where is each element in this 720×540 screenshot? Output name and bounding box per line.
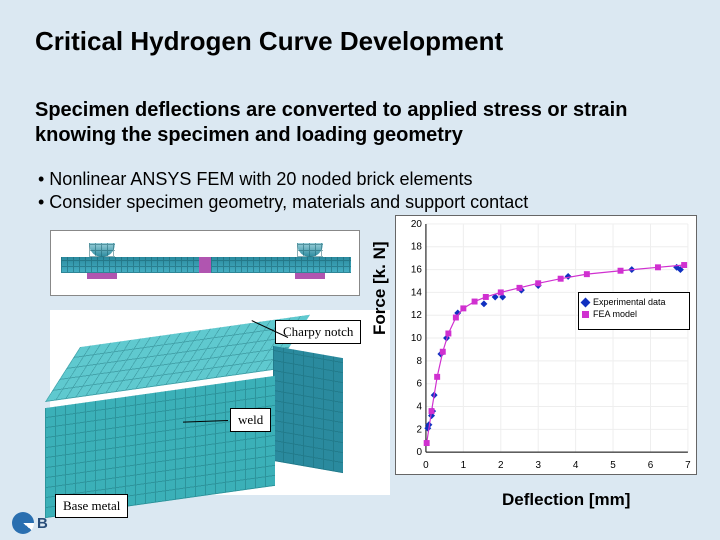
svg-text:14: 14 [411,287,423,298]
fem-figures [50,230,380,500]
square-marker-icon [582,311,589,318]
svg-text:0: 0 [423,460,429,471]
legend-label: FEA model [593,308,637,320]
svg-text:5: 5 [610,460,616,471]
chart-svg: 0123456702468101214161820 [396,216,696,474]
svg-text:0: 0 [416,447,422,458]
fem-beam-view [50,230,360,296]
legend-label: Experimental data [593,296,666,308]
slide: Critical Hydrogen Curve Development Spec… [0,0,720,540]
legend-item-fea: FEA model [582,308,686,320]
notch-icon [199,257,211,273]
svg-text:10: 10 [411,333,423,344]
bullet-1: • Nonlinear ANSYS FEM with 20 noded bric… [38,168,688,191]
label-charpy-notch: Charpy notch [275,320,361,344]
slide-title: Critical Hydrogen Curve Development [35,26,685,57]
svg-text:4: 4 [416,402,422,413]
label-base-metal: Base metal [55,494,128,518]
svg-text:16: 16 [411,265,423,276]
roller-left-icon [89,243,115,257]
chart-ylabel: Force [k. N] [370,241,390,335]
chart-legend: Experimental data FEA model [578,292,690,330]
logo-text: B [37,515,48,532]
label-weld: weld [230,408,271,432]
footer-logo: B [12,512,48,534]
svg-text:12: 12 [411,310,423,321]
svg-text:7: 7 [685,460,691,471]
slide-subtitle: Specimen deflections are converted to ap… [35,98,685,148]
svg-text:1: 1 [461,460,467,471]
support-pad-left-icon [87,273,117,279]
support-pad-right-icon [295,273,325,279]
diamond-marker-icon [581,297,591,307]
svg-text:6: 6 [416,379,422,390]
svg-text:20: 20 [411,219,423,230]
svg-text:8: 8 [416,356,422,367]
subtitle-area: Specimen deflections are converted to ap… [35,98,685,148]
mesh-right-face [273,346,343,473]
svg-text:4: 4 [573,460,579,471]
legend-item-experimental: Experimental data [582,296,686,308]
svg-text:2: 2 [416,424,422,435]
svg-text:6: 6 [648,460,654,471]
title-area: Critical Hydrogen Curve Development [35,26,685,57]
force-deflection-chart: 0123456702468101214161820 Experimental d… [395,215,697,475]
svg-text:18: 18 [411,242,423,253]
chart-xlabel: Deflection [mm] [502,490,630,510]
svg-text:2: 2 [498,460,504,471]
svg-text:3: 3 [535,460,541,471]
roller-right-icon [297,243,323,257]
bullets-area: • Nonlinear ANSYS FEM with 20 noded bric… [38,168,688,215]
logo-swirl-icon [12,512,34,534]
bullet-2: • Consider specimen geometry, materials … [38,191,688,214]
